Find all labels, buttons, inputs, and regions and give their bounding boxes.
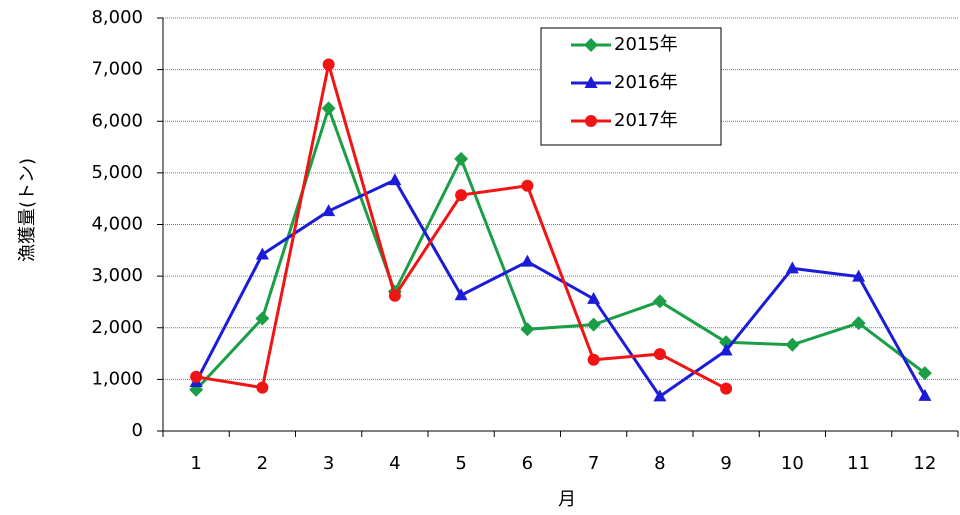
x-tick-label: 10 xyxy=(781,453,804,474)
data-point xyxy=(255,311,270,326)
data-point xyxy=(322,58,335,71)
data-point xyxy=(586,317,601,332)
data-point xyxy=(455,189,468,202)
y-tick-label: 7,000 xyxy=(91,59,143,80)
series-line xyxy=(194,178,927,399)
data-point xyxy=(720,382,733,395)
x-tick-label: 4 xyxy=(389,453,400,474)
data-point xyxy=(454,288,468,301)
legend-marker xyxy=(584,76,598,88)
legend-label: 2015年 xyxy=(614,34,678,55)
series-line xyxy=(195,103,926,391)
data-point xyxy=(653,348,666,361)
legend-marker xyxy=(584,38,598,52)
y-tick-label: 8,000 xyxy=(91,7,143,28)
data-point xyxy=(322,204,336,217)
data-point xyxy=(652,294,667,309)
x-tick-label: 11 xyxy=(847,453,870,474)
y-tick-label: 6,000 xyxy=(91,110,143,131)
data-point xyxy=(388,173,402,186)
data-point xyxy=(918,388,932,401)
data-point xyxy=(520,322,535,337)
x-tick-label: 1 xyxy=(190,453,201,474)
data-point xyxy=(190,370,203,383)
data-point xyxy=(785,261,799,274)
y-tick-label: 0 xyxy=(132,420,143,441)
x-tick-label: 8 xyxy=(654,453,665,474)
data-point xyxy=(321,101,336,116)
x-tick-label: 6 xyxy=(522,453,533,474)
data-point xyxy=(851,316,866,331)
data-point xyxy=(521,179,534,192)
legend-box xyxy=(540,27,722,146)
y-tick-label: 5,000 xyxy=(91,162,143,183)
legend-label: 2017年 xyxy=(614,110,678,131)
y-tick-label: 1,000 xyxy=(91,368,143,389)
x-tick-label: 5 xyxy=(455,453,466,474)
x-tick-label: 3 xyxy=(323,453,334,474)
y-tick-label: 2,000 xyxy=(91,317,143,338)
data-point xyxy=(454,151,469,166)
data-point xyxy=(917,366,932,381)
data-point xyxy=(587,291,601,304)
data-point xyxy=(520,254,534,267)
legend-marker xyxy=(585,115,597,127)
data-point xyxy=(255,247,269,260)
data-point xyxy=(587,353,600,366)
x-tick-label: 9 xyxy=(720,453,731,474)
y-axis-title: 漁獲量(トン) xyxy=(17,158,38,262)
data-point xyxy=(653,389,667,402)
y-tick-label: 4,000 xyxy=(91,214,143,235)
legend-label: 2016年 xyxy=(614,72,678,93)
x-tick-label: 2 xyxy=(257,453,268,474)
data-point xyxy=(256,381,269,394)
y-tick-label: 3,000 xyxy=(91,265,143,286)
x-tick-label: 7 xyxy=(588,453,599,474)
data-point xyxy=(785,337,800,352)
data-point xyxy=(719,343,733,356)
x-tick-label: 12 xyxy=(913,453,936,474)
data-point xyxy=(852,269,866,282)
x-axis-title: 月 xyxy=(558,489,576,510)
data-point xyxy=(388,289,401,302)
